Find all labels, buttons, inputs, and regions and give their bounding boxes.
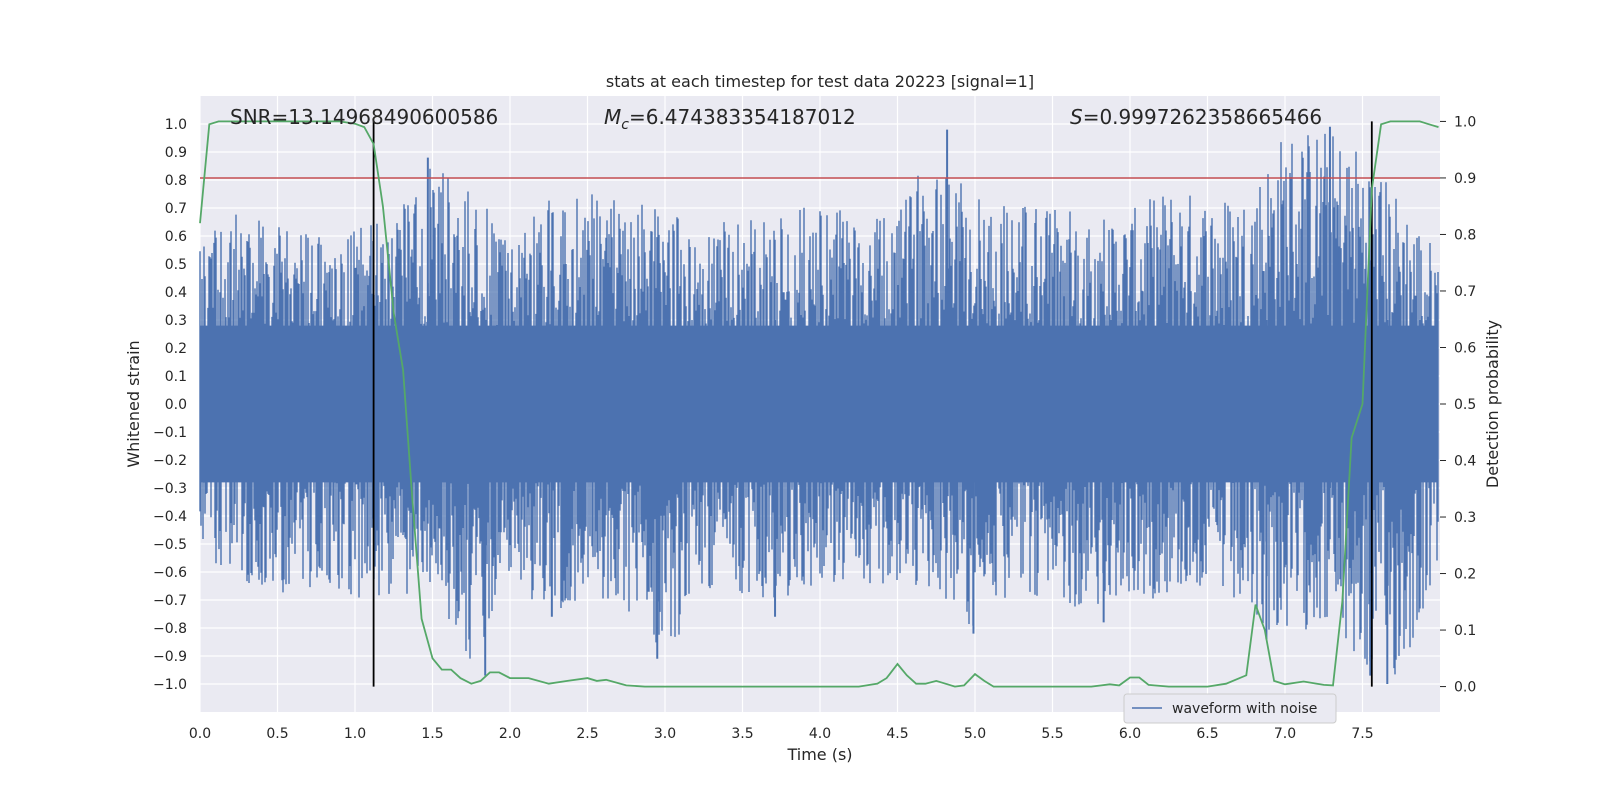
waveform-noise — [199, 133, 1439, 675]
y-tick-label: −0.8 — [153, 621, 187, 637]
y-tick-label: −0.7 — [153, 593, 187, 609]
y2-tick-label: 0.0 — [1454, 680, 1476, 696]
y-tick-label: 0.1 — [165, 369, 187, 385]
y-tick-label: 0.5 — [165, 257, 187, 273]
x-tick-label: 7.0 — [1274, 726, 1296, 742]
y-tick-label: −0.1 — [153, 425, 187, 441]
chirp-mass-annotation: Mc=6.474383354187012 — [604, 105, 856, 133]
legend-label: waveform with noise — [1172, 701, 1317, 717]
y-tick-labels: 1.0 0.9 0.8 0.7 0.6 0.5 0.4 0.3 0.2 0.1 0.0 −0.1 −0.… — [153, 117, 187, 693]
x-tick-label: 4.0 — [809, 726, 831, 742]
y-tick-label: −0.6 — [153, 565, 187, 581]
y-tick-label: −0.9 — [153, 649, 187, 665]
x-tick-label: 2.5 — [576, 726, 598, 742]
y2-axis-label: Detection probability — [1483, 320, 1502, 488]
x-tick-label: 5.0 — [964, 726, 986, 742]
x-tick-label: 1.5 — [421, 726, 443, 742]
x-tick-label: 6.5 — [1196, 726, 1218, 742]
x-tick-label: 0.5 — [266, 726, 288, 742]
x-tick-label: 4.5 — [886, 726, 908, 742]
y-axis-label: Whitened strain — [124, 340, 143, 467]
chirp-mass-symbol: M — [604, 105, 621, 129]
x-tick-label: 7.5 — [1351, 726, 1373, 742]
score-symbol: S — [1070, 105, 1083, 129]
y2-tick-label: 0.8 — [1454, 227, 1476, 243]
y2-tick-label: 0.4 — [1454, 454, 1476, 470]
y2-tick-label: 0.9 — [1454, 171, 1476, 187]
y2-tick-labels: 1.0 0.9 0.8 0.7 0.6 0.5 0.4 0.3 0.2 0.1 0.0 — [1440, 114, 1476, 696]
x-tick-label: 3.0 — [654, 726, 676, 742]
score-annotation: S=0.9997262358665466 — [1070, 105, 1322, 129]
x-tick-label: 3.5 — [731, 726, 753, 742]
detection-probability-line — [199, 120, 1439, 688]
waveform-series — [199, 126, 1439, 684]
overlay-marks — [200, 121, 1440, 687]
y-tick-label: −0.3 — [153, 481, 187, 497]
y2-tick-label: 0.6 — [1454, 340, 1476, 356]
y2-tick-label: 0.1 — [1454, 623, 1476, 639]
y-tick-label: −1.0 — [153, 677, 187, 693]
y-tick-label: −0.5 — [153, 537, 187, 553]
y-tick-label: 0.0 — [165, 397, 187, 413]
x-tick-label: 0.0 — [189, 726, 211, 742]
y2-tick-label: 0.5 — [1454, 397, 1476, 413]
probability-series — [199, 120, 1439, 688]
y-tick-label: 0.4 — [165, 285, 187, 301]
x-axis-label: Time (s) — [786, 745, 852, 764]
y-tick-label: −0.2 — [153, 453, 187, 469]
chirp-mass-subscript: c — [621, 117, 629, 133]
x-tick-labels: 0.0 0.5 1.0 1.5 2.0 2.5 3.0 3.5 4.0 4.5 5.0 5.5 6.0 6… — [189, 726, 1374, 742]
x-tick-label: 2.0 — [499, 726, 521, 742]
y-tick-label: 0.7 — [165, 201, 187, 217]
y-tick-label: −0.4 — [153, 509, 187, 525]
y-tick-label: 0.8 — [165, 173, 187, 189]
x-tick-label: 5.5 — [1041, 726, 1063, 742]
y2-tick-label: 0.2 — [1454, 567, 1476, 583]
y-tick-label: 0.6 — [165, 229, 187, 245]
y2-tick-label: 0.3 — [1454, 510, 1476, 526]
y-tick-label: 0.9 — [165, 145, 187, 161]
snr-annotation: SNR=13.14968490600586 — [230, 105, 498, 129]
legend-box — [1123, 693, 1337, 724]
x-tick-label: 1.0 — [344, 726, 366, 742]
y2-tick-label: 0.7 — [1454, 284, 1476, 300]
legend: waveform with noise — [1123, 693, 1337, 724]
y-tick-label: 0.2 — [165, 341, 187, 357]
y2-tick-label: 1.0 — [1454, 114, 1476, 130]
y-tick-label: 0.3 — [165, 313, 187, 329]
score-value: =0.9997262358665466 — [1083, 105, 1322, 129]
chart-title: stats at each timestep for test data 202… — [606, 72, 1034, 91]
y-tick-label: 1.0 — [165, 117, 187, 133]
chirp-mass-value: =6.474383354187012 — [629, 105, 856, 129]
x-tick-label: 6.0 — [1119, 726, 1141, 742]
